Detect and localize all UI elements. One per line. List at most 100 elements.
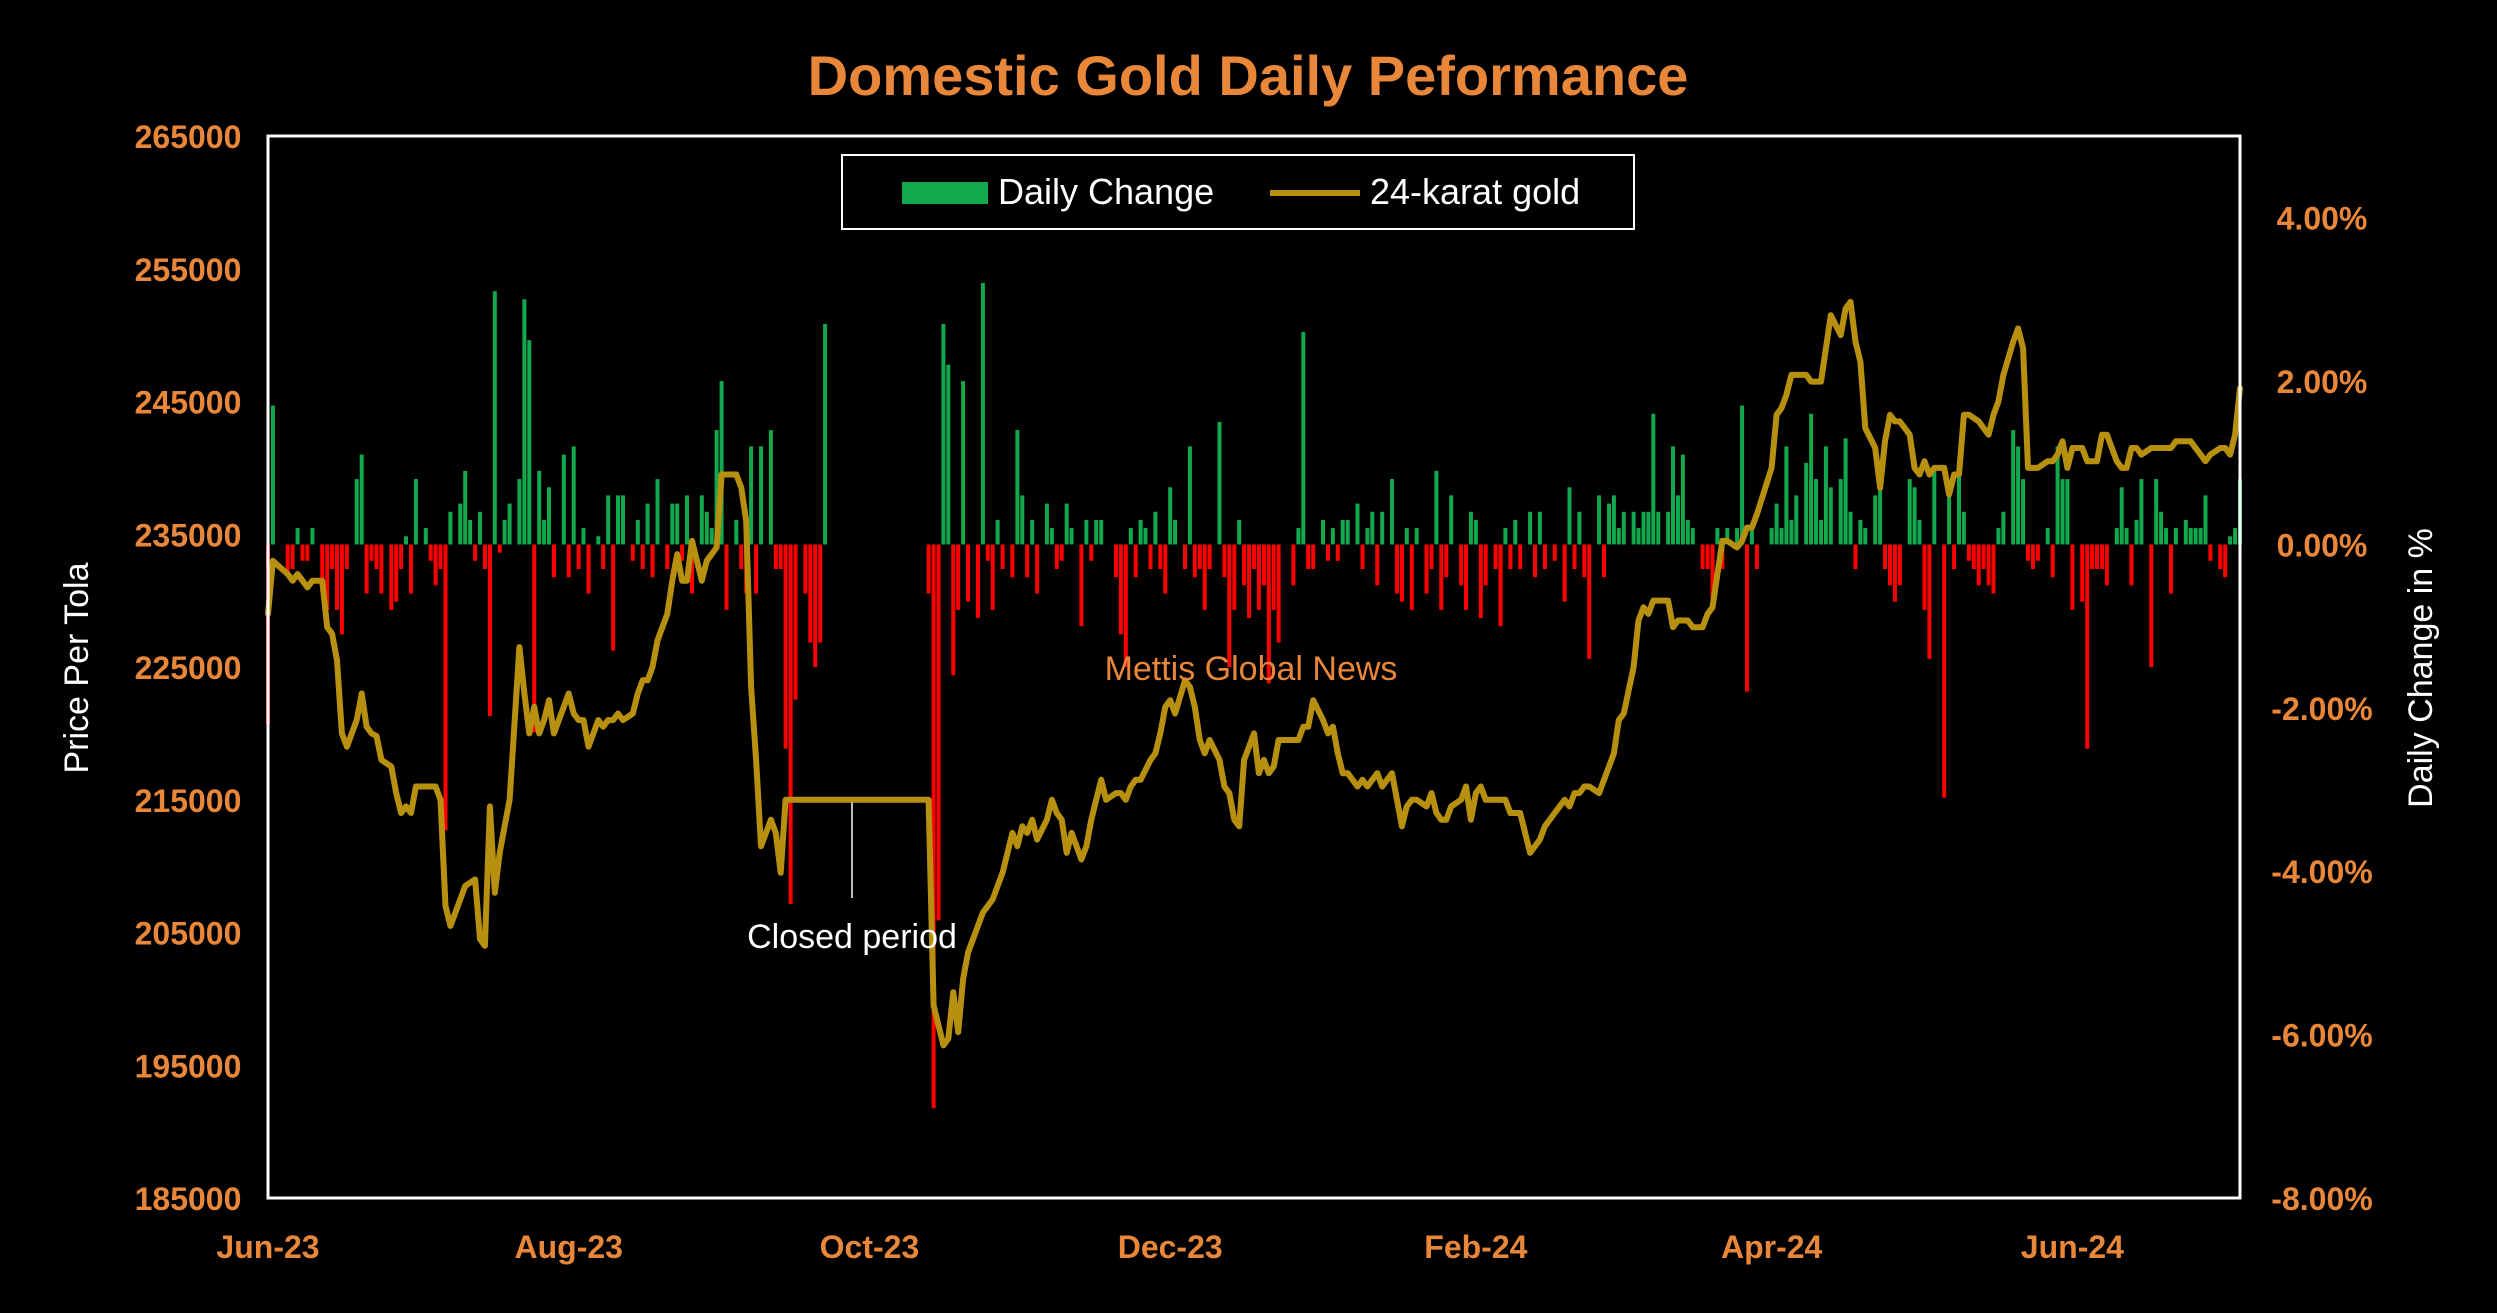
daily-change-bar (2021, 479, 2026, 545)
daily-change-bar (1641, 511, 1646, 545)
daily-change-bar (1227, 544, 1232, 667)
daily-change-bar (768, 430, 773, 545)
daily-change-bar (788, 544, 793, 904)
daily-change-bar (1335, 544, 1340, 561)
daily-change-bar (310, 528, 315, 545)
daily-change-bar (2134, 520, 2139, 545)
daily-change-bar (1646, 511, 1651, 545)
daily-change-bar (1513, 520, 1518, 545)
daily-change-bar (980, 283, 985, 545)
daily-change-bar (1784, 446, 1789, 545)
daily-change-bar (2050, 544, 2055, 578)
daily-change-bar (344, 544, 349, 569)
daily-change-bar (1237, 520, 1242, 545)
daily-change-bar (754, 544, 759, 594)
daily-change-bar (1528, 511, 1533, 545)
daily-change-bar (1375, 544, 1380, 586)
daily-change-bar (951, 544, 956, 676)
daily-change-bar (2045, 528, 2050, 545)
daily-change-bar (2095, 544, 2099, 569)
daily-change-bar (502, 520, 507, 545)
daily-change-bar (680, 544, 685, 561)
chart-title: Domestic Gold Daily Peformance (808, 44, 1689, 107)
daily-change-bar (1961, 511, 1966, 545)
daily-change-bar (1927, 544, 1932, 659)
daily-change-bar (1552, 544, 1557, 561)
daily-change-bar (586, 544, 591, 594)
daily-change-bar (941, 323, 946, 545)
daily-change-bar (1572, 544, 1577, 569)
daily-change-bar (2188, 528, 2193, 545)
x-tick-label: Feb-24 (1424, 1229, 1527, 1265)
daily-change-bar (561, 454, 566, 545)
daily-change-bar (2203, 495, 2208, 545)
daily-change-bar (1399, 544, 1404, 602)
daily-change-bar (640, 544, 645, 569)
daily-change-bar (581, 528, 586, 545)
daily-change-bar (1123, 544, 1128, 667)
daily-change-bar (1789, 520, 1794, 545)
daily-change-bar (2223, 544, 2228, 578)
daily-change-bar (1217, 421, 1222, 545)
daily-change-bar (1118, 544, 1123, 635)
daily-change-bar (2060, 479, 2065, 545)
daily-change-bar (1631, 511, 1636, 545)
daily-change-bar (635, 520, 640, 545)
daily-change-bar (295, 528, 300, 545)
daily-change-bar (1892, 544, 1897, 602)
daily-change-bar (1444, 544, 1449, 578)
daily-change-bar (808, 544, 813, 643)
daily-change-bar (1769, 528, 1774, 545)
daily-change-bar (2001, 511, 2006, 545)
daily-change-bar (1404, 528, 1409, 545)
daily-change-bar (2164, 528, 2169, 545)
daily-change-bar (2173, 528, 2178, 545)
daily-change-bar (1828, 487, 1833, 545)
daily-change-bar (1685, 520, 1690, 545)
daily-change-bar (630, 544, 635, 561)
daily-change-bar (2080, 544, 2085, 602)
daily-change-bar (1981, 544, 1986, 569)
daily-change-bar (1533, 544, 1537, 578)
daily-change-bar (1020, 495, 1025, 545)
daily-change-bar (497, 544, 502, 553)
daily-change-bar (690, 544, 694, 594)
daily-change-bar (1271, 544, 1276, 610)
daily-change-bar (1044, 503, 1049, 545)
daily-change-bar (1656, 511, 1661, 545)
daily-change-bar (704, 511, 709, 545)
daily-change-bar (2154, 479, 2159, 545)
right-tick-label: 4.00% (2277, 201, 2368, 237)
plot-frame (266, 134, 2242, 1200)
daily-change-bar (2026, 544, 2030, 561)
daily-change-bar (1365, 528, 1370, 545)
daily-change-bar (438, 544, 443, 569)
left-tick-label: 255000 (135, 252, 242, 288)
daily-change-bar (813, 544, 818, 667)
daily-change-bar (1602, 544, 1606, 578)
daily-change-bar (1503, 528, 1508, 545)
daily-change-bar (527, 340, 532, 545)
daily-change-bar (1858, 520, 1863, 545)
daily-change-bar (931, 544, 936, 1109)
daily-change-bar (1035, 544, 1040, 594)
daily-change-bar (1498, 544, 1503, 627)
daily-change-bar (961, 381, 966, 545)
daily-change-bar (2218, 544, 2223, 569)
x-tick-label: Dec-23 (1118, 1229, 1223, 1265)
daily-change-bar (335, 544, 339, 610)
x-tick-label: Oct-23 (820, 1229, 920, 1265)
daily-change-bar (675, 503, 680, 545)
legend-box (841, 154, 1635, 230)
x-tick-label: Apr-24 (1721, 1229, 1823, 1265)
daily-change-bar (1370, 511, 1375, 545)
daily-change-bar (1971, 544, 1976, 569)
daily-change-bar (665, 544, 670, 569)
daily-change-bar (1291, 544, 1296, 586)
daily-change-bar (1148, 544, 1153, 569)
daily-change-bar (1779, 528, 1784, 545)
daily-change-bar (823, 323, 828, 545)
daily-change-bar (448, 511, 453, 545)
daily-change-bar (487, 544, 492, 717)
